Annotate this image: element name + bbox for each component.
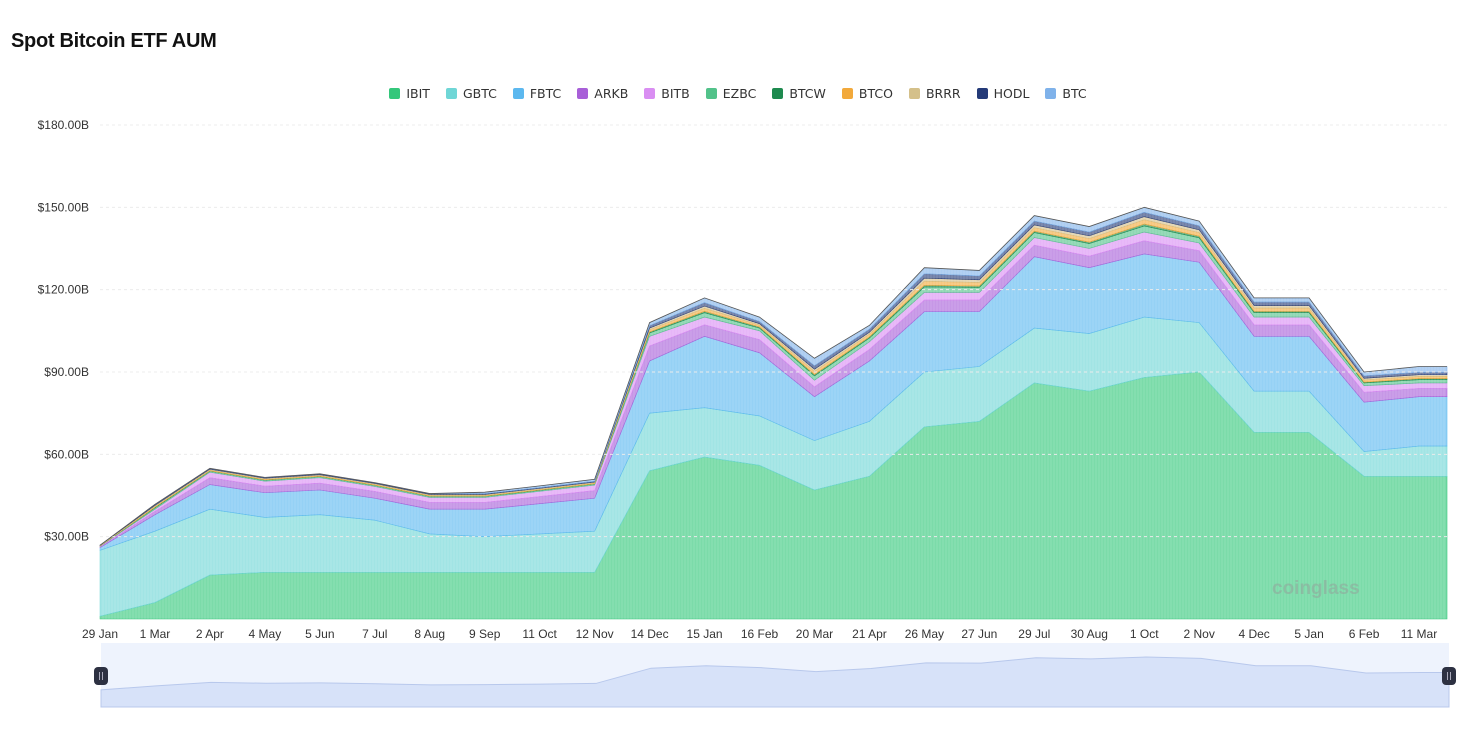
legend-item-btco[interactable]: BTCO <box>841 86 893 101</box>
legend-label: BTCW <box>789 86 826 101</box>
legend-item-hodl[interactable]: HODL <box>976 86 1030 101</box>
legend-label: FBTC <box>529 86 562 101</box>
legend-item-fbtc[interactable]: FBTC <box>512 86 562 101</box>
legend-label: EZBC <box>722 86 757 101</box>
legend-label: HODL <box>993 86 1030 101</box>
legend-item-bitb[interactable]: BITB <box>644 86 690 101</box>
x-tick-label: 11 Oct <box>522 627 557 641</box>
x-tick-label: 27 Jun <box>961 627 997 641</box>
legend-swatch <box>389 88 401 99</box>
navigator-series <box>100 656 1450 708</box>
x-tick-label: 4 May <box>249 627 282 641</box>
y-tick-label: $150.00B <box>38 200 89 214</box>
y-tick-label: $90.00B <box>44 365 89 379</box>
legend-item-ezbc[interactable]: EZBC <box>705 86 757 101</box>
x-tick-label: 8 Aug <box>414 627 445 641</box>
legend-swatch <box>577 88 589 99</box>
legend-label: GBTC <box>462 86 497 101</box>
navigator-handle-left[interactable] <box>94 667 108 685</box>
legend-swatch <box>1045 88 1057 99</box>
legend-item-btc[interactable]: BTC <box>1045 86 1087 101</box>
x-tick-label: 2 Nov <box>1183 627 1214 641</box>
legend-item-gbtc[interactable]: GBTC <box>445 86 497 101</box>
plot-mask <box>100 125 1447 546</box>
x-tick-label: 14 Dec <box>631 627 669 641</box>
x-tick-label: 12 Nov <box>576 627 614 641</box>
watermark-logo: coinglass <box>1272 578 1360 599</box>
x-tick-label: 7 Jul <box>362 627 387 641</box>
legend-swatch <box>772 88 784 99</box>
legend-swatch <box>512 88 524 99</box>
y-tick-label: $120.00B <box>38 283 89 297</box>
legend-swatch <box>644 88 656 99</box>
x-tick-label: 29 Jan <box>82 627 118 641</box>
legend-swatch <box>445 88 457 99</box>
legend: IBIT GBTC FBTC ARKB BITB EZBC BTCW BTCO BRRR HODL… <box>0 86 1476 101</box>
legend-label: BTC <box>1062 86 1087 101</box>
y-tick-label: $30.00B <box>44 530 89 544</box>
chart-title: Spot Bitcoin ETF AUM <box>11 30 217 52</box>
x-tick-label: 5 Jun <box>305 627 334 641</box>
x-tick-label: 15 Jan <box>687 627 723 641</box>
navigator-handle-right[interactable] <box>1442 667 1456 685</box>
y-tick-label: $60.00B <box>44 447 89 461</box>
legend-label: IBIT <box>406 86 430 101</box>
legend-swatch <box>841 88 853 99</box>
x-tick-label: 1 Mar <box>140 627 171 641</box>
x-tick-label: 16 Feb <box>741 627 779 641</box>
x-tick-label: 20 Mar <box>796 627 833 641</box>
x-tick-label: 6 Feb <box>1349 627 1380 641</box>
x-tick-label: 30 Aug <box>1071 627 1108 641</box>
legend-swatch <box>705 88 717 99</box>
x-tick-label: 1 Oct <box>1130 627 1159 641</box>
x-tick-label: 5 Jan <box>1294 627 1323 641</box>
total-outline <box>99 206 1447 546</box>
legend-swatch <box>976 88 988 99</box>
legend-item-arkb[interactable]: ARKB <box>577 86 628 101</box>
x-tick-label: 26 May <box>905 627 944 641</box>
x-tick-label: 2 Apr <box>196 627 224 641</box>
legend-label: BITB <box>661 86 690 101</box>
x-tick-label: 9 Sep <box>469 627 501 641</box>
legend-item-ibit[interactable]: IBIT <box>389 86 430 101</box>
legend-label: BRRR <box>925 86 961 101</box>
x-tick-label: 4 Dec <box>1238 627 1269 641</box>
legend-swatch <box>908 88 920 99</box>
legend-label: ARKB <box>594 86 629 101</box>
x-tick-label: 21 Apr <box>852 627 887 641</box>
legend-item-btcw[interactable]: BTCW <box>772 86 826 101</box>
y-tick-label: $180.00B <box>38 118 89 132</box>
legend-label: BTCO <box>858 86 893 101</box>
x-tick-label: 29 Jul <box>1018 627 1050 641</box>
x-tick-label: 11 Mar <box>1401 627 1437 641</box>
legend-item-brrr[interactable]: BRRR <box>908 86 961 101</box>
